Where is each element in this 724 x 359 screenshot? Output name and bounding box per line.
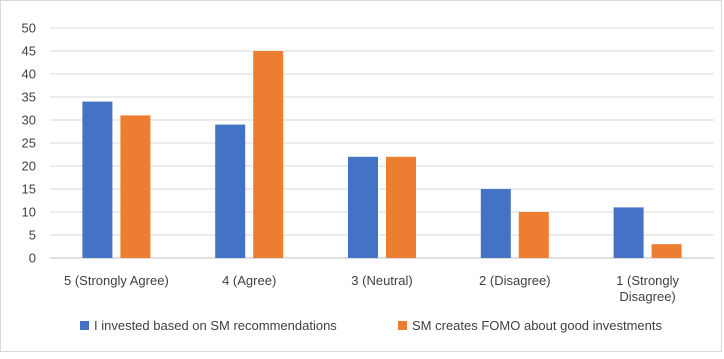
- x-category-label: 3 (Neutral): [351, 273, 412, 288]
- legend-swatch: [80, 321, 89, 330]
- y-tick-label: 30: [22, 113, 36, 128]
- x-category-label: 5 (Strongly Agree): [64, 273, 169, 288]
- bar-series-1: [215, 124, 246, 258]
- x-category-label-line: 1 (Strongly: [616, 273, 679, 288]
- x-category-label: 2 (Disagree): [479, 273, 551, 288]
- y-tick-label: 25: [22, 136, 36, 151]
- bar-series-1: [82, 101, 113, 258]
- chart-frame: [0, 0, 722, 352]
- y-tick-label: 10: [22, 205, 36, 220]
- x-category-label-line: 5 (Strongly Agree): [64, 273, 169, 288]
- y-tick-label: 5: [29, 228, 36, 243]
- x-category-label-line: 3 (Neutral): [351, 273, 412, 288]
- legend-swatch: [398, 321, 407, 330]
- bar-series-1: [348, 156, 378, 258]
- x-category-label-line: Disagree): [619, 289, 675, 304]
- bar-series-1: [480, 189, 511, 258]
- bar-series-2: [386, 156, 416, 258]
- y-tick-label: 35: [22, 90, 36, 105]
- y-tick-label: 40: [22, 67, 36, 82]
- legend-label: SM creates FOMO about good investments: [412, 318, 662, 333]
- y-tick-label: 0: [29, 251, 36, 266]
- x-category-label-line: 4 (Agree): [222, 273, 276, 288]
- x-category-label: 4 (Agree): [222, 273, 276, 288]
- bar-series-2: [518, 212, 549, 258]
- y-tick-label: 20: [22, 159, 36, 174]
- bar-series-2: [651, 244, 682, 258]
- y-tick-label: 45: [22, 44, 36, 59]
- x-category-label-line: 2 (Disagree): [479, 273, 551, 288]
- x-category-label: 1 (Strongly Disagree): [616, 273, 679, 304]
- bar-series-2: [253, 51, 284, 258]
- bar-series-2: [120, 115, 151, 259]
- y-tick-label: 50: [22, 21, 36, 36]
- y-tick-label: 15: [22, 182, 36, 197]
- bar-series-1: [613, 207, 644, 258]
- legend-label: I invested based on SM recommendations: [94, 318, 337, 333]
